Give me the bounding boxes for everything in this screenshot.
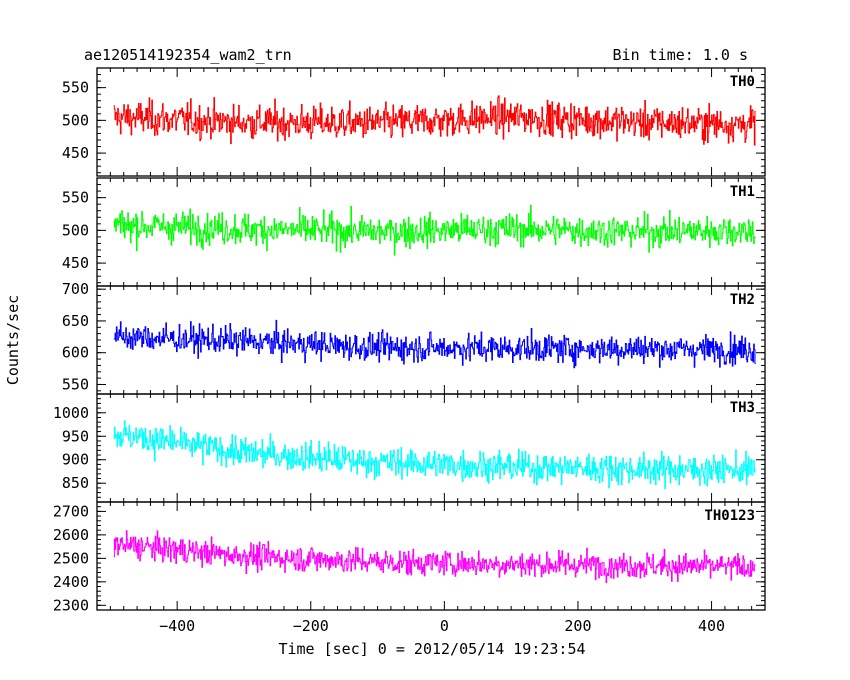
y-tick-label: 600	[62, 344, 89, 362]
panel-th3: TH3 850 900 950 1000	[53, 393, 766, 503]
series-label-th3: TH3	[730, 400, 755, 416]
series-line-th1	[113, 205, 756, 256]
panel-th1: TH1 450 500 550	[62, 177, 766, 287]
y-tick-label: 2500	[53, 549, 89, 567]
x-tick-label: −200	[293, 617, 329, 635]
y-tick-label: 500	[62, 221, 89, 239]
y-tick-label: 950	[62, 427, 89, 445]
y-tick-label: 2700	[53, 502, 89, 520]
x-tick-label: 200	[564, 617, 591, 635]
panel-th0123: TH0123 2300 2400 2500 2600 2700	[53, 501, 766, 614]
y-tick-label: 700	[62, 280, 89, 298]
chart-title-left: ae120514192354_wam2_trn	[84, 46, 292, 64]
y-tick-label: 450	[62, 254, 89, 272]
x-axis-title: Time [sec] 0 = 2012/05/14 19:23:54	[278, 640, 585, 658]
y-tick-label: 1000	[53, 404, 89, 422]
y-tick-label: 550	[62, 189, 89, 207]
panels-group: TH0450500550TH1450500550TH2550600650700T…	[53, 67, 766, 635]
series-line-th3	[113, 420, 756, 489]
x-tick-label: 0	[440, 617, 449, 635]
series-line-th0123	[113, 530, 756, 584]
panel-th2: TH2 550 600 650 700	[62, 280, 766, 395]
y-tick-label: 2300	[53, 596, 89, 614]
x-tick-label: −400	[159, 617, 195, 635]
x-tick-label: 400	[698, 617, 725, 635]
series-line-th2	[113, 319, 756, 369]
chart-title-right: Bin time: 1.0 s	[613, 46, 748, 64]
y-tick-label: 550	[62, 79, 89, 97]
y-tick-label: 900	[62, 451, 89, 469]
y-tick-label: 2400	[53, 573, 89, 591]
series-line-th0	[113, 95, 756, 146]
y-tick-label: 550	[62, 375, 89, 393]
series-label-th0: TH0	[730, 74, 755, 90]
y-tick-label: 500	[62, 111, 89, 129]
y-tick-label: 850	[62, 474, 89, 492]
series-label-th2: TH2	[730, 292, 755, 308]
series-label-th1: TH1	[730, 184, 755, 200]
y-tick-label: 650	[62, 312, 89, 330]
series-label-th0123: TH0123	[704, 508, 755, 524]
y-tick-label: 450	[62, 144, 89, 162]
y-tick-label: 2600	[53, 526, 89, 544]
panel-th0: TH0 450 500 550	[62, 67, 766, 177]
y-axis-title: Counts/sec	[4, 295, 22, 385]
